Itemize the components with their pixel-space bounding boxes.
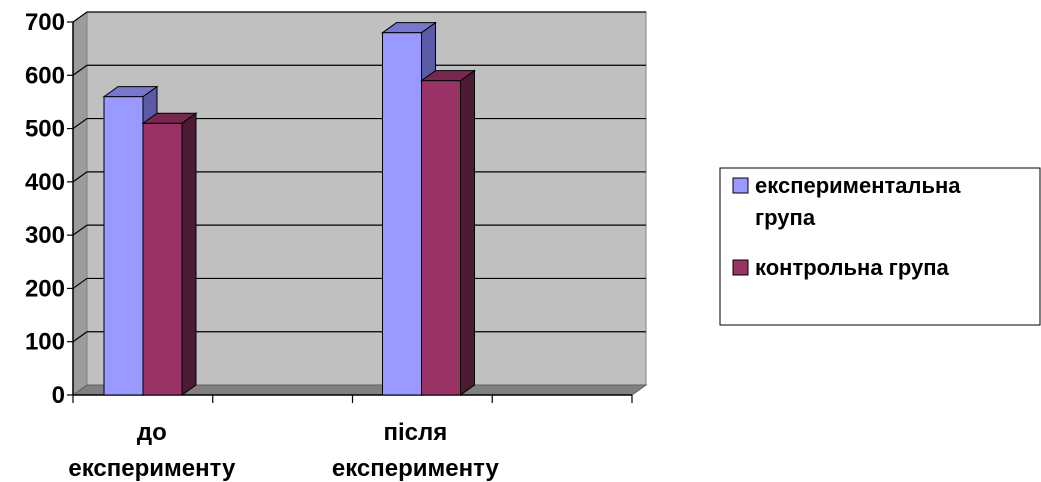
bar-side <box>460 69 475 396</box>
y-tick-label: 300 <box>25 222 65 249</box>
x-category-label: до <box>137 419 167 446</box>
gridline-side <box>72 11 88 23</box>
legend-swatch <box>732 177 749 194</box>
y-tick-label: 600 <box>25 62 65 89</box>
bar <box>141 112 198 396</box>
gridline-side <box>72 64 88 76</box>
gridline-side <box>72 224 88 236</box>
bar-top <box>419 70 477 82</box>
legend-swatch <box>732 259 749 276</box>
y-tick-label: 700 <box>25 9 65 36</box>
bar-side <box>181 112 197 396</box>
bars <box>102 21 477 396</box>
bar <box>419 69 477 396</box>
gridline-side <box>72 118 88 130</box>
x-category-label: після <box>383 419 447 446</box>
x-category-label: експерименту <box>68 455 236 482</box>
bar-top <box>380 22 438 34</box>
plot-left-wall <box>72 11 88 396</box>
legend-label: група <box>755 205 816 230</box>
legend-label: експериментальна <box>755 173 961 198</box>
bar-front <box>103 96 144 396</box>
y-tick-label: 100 <box>25 329 65 356</box>
y-tick-label: 500 <box>25 116 65 143</box>
bar-front <box>421 80 461 396</box>
gridline-side <box>72 331 88 343</box>
legend-box <box>719 167 1041 326</box>
bar-top <box>102 86 159 98</box>
y-tick-label: 0 <box>52 382 65 409</box>
gridline-side <box>72 277 88 289</box>
bar-front <box>382 32 422 396</box>
legend: експериментальна група контрольна група <box>719 167 1041 326</box>
axis-labels: 0 100 200 300 400 500 600 700 до експерименту післ… <box>25 9 500 482</box>
gridline-side <box>72 171 88 183</box>
bar-top <box>141 112 198 124</box>
y-tick-label: 200 <box>25 275 65 302</box>
x-category-label: експерименту <box>332 455 500 482</box>
legend-label: контрольна група <box>755 255 950 280</box>
y-tick-label: 400 <box>25 169 65 196</box>
bar-front <box>142 122 183 396</box>
